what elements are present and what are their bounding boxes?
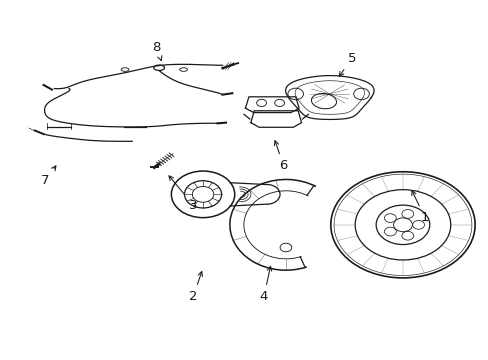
Text: 2: 2 <box>189 271 202 303</box>
Text: 3: 3 <box>169 176 197 212</box>
Text: 8: 8 <box>152 41 162 60</box>
Text: 1: 1 <box>411 191 428 224</box>
Text: 6: 6 <box>274 141 287 172</box>
Text: 4: 4 <box>259 266 271 303</box>
Text: 7: 7 <box>41 166 56 186</box>
Text: 5: 5 <box>339 51 355 76</box>
